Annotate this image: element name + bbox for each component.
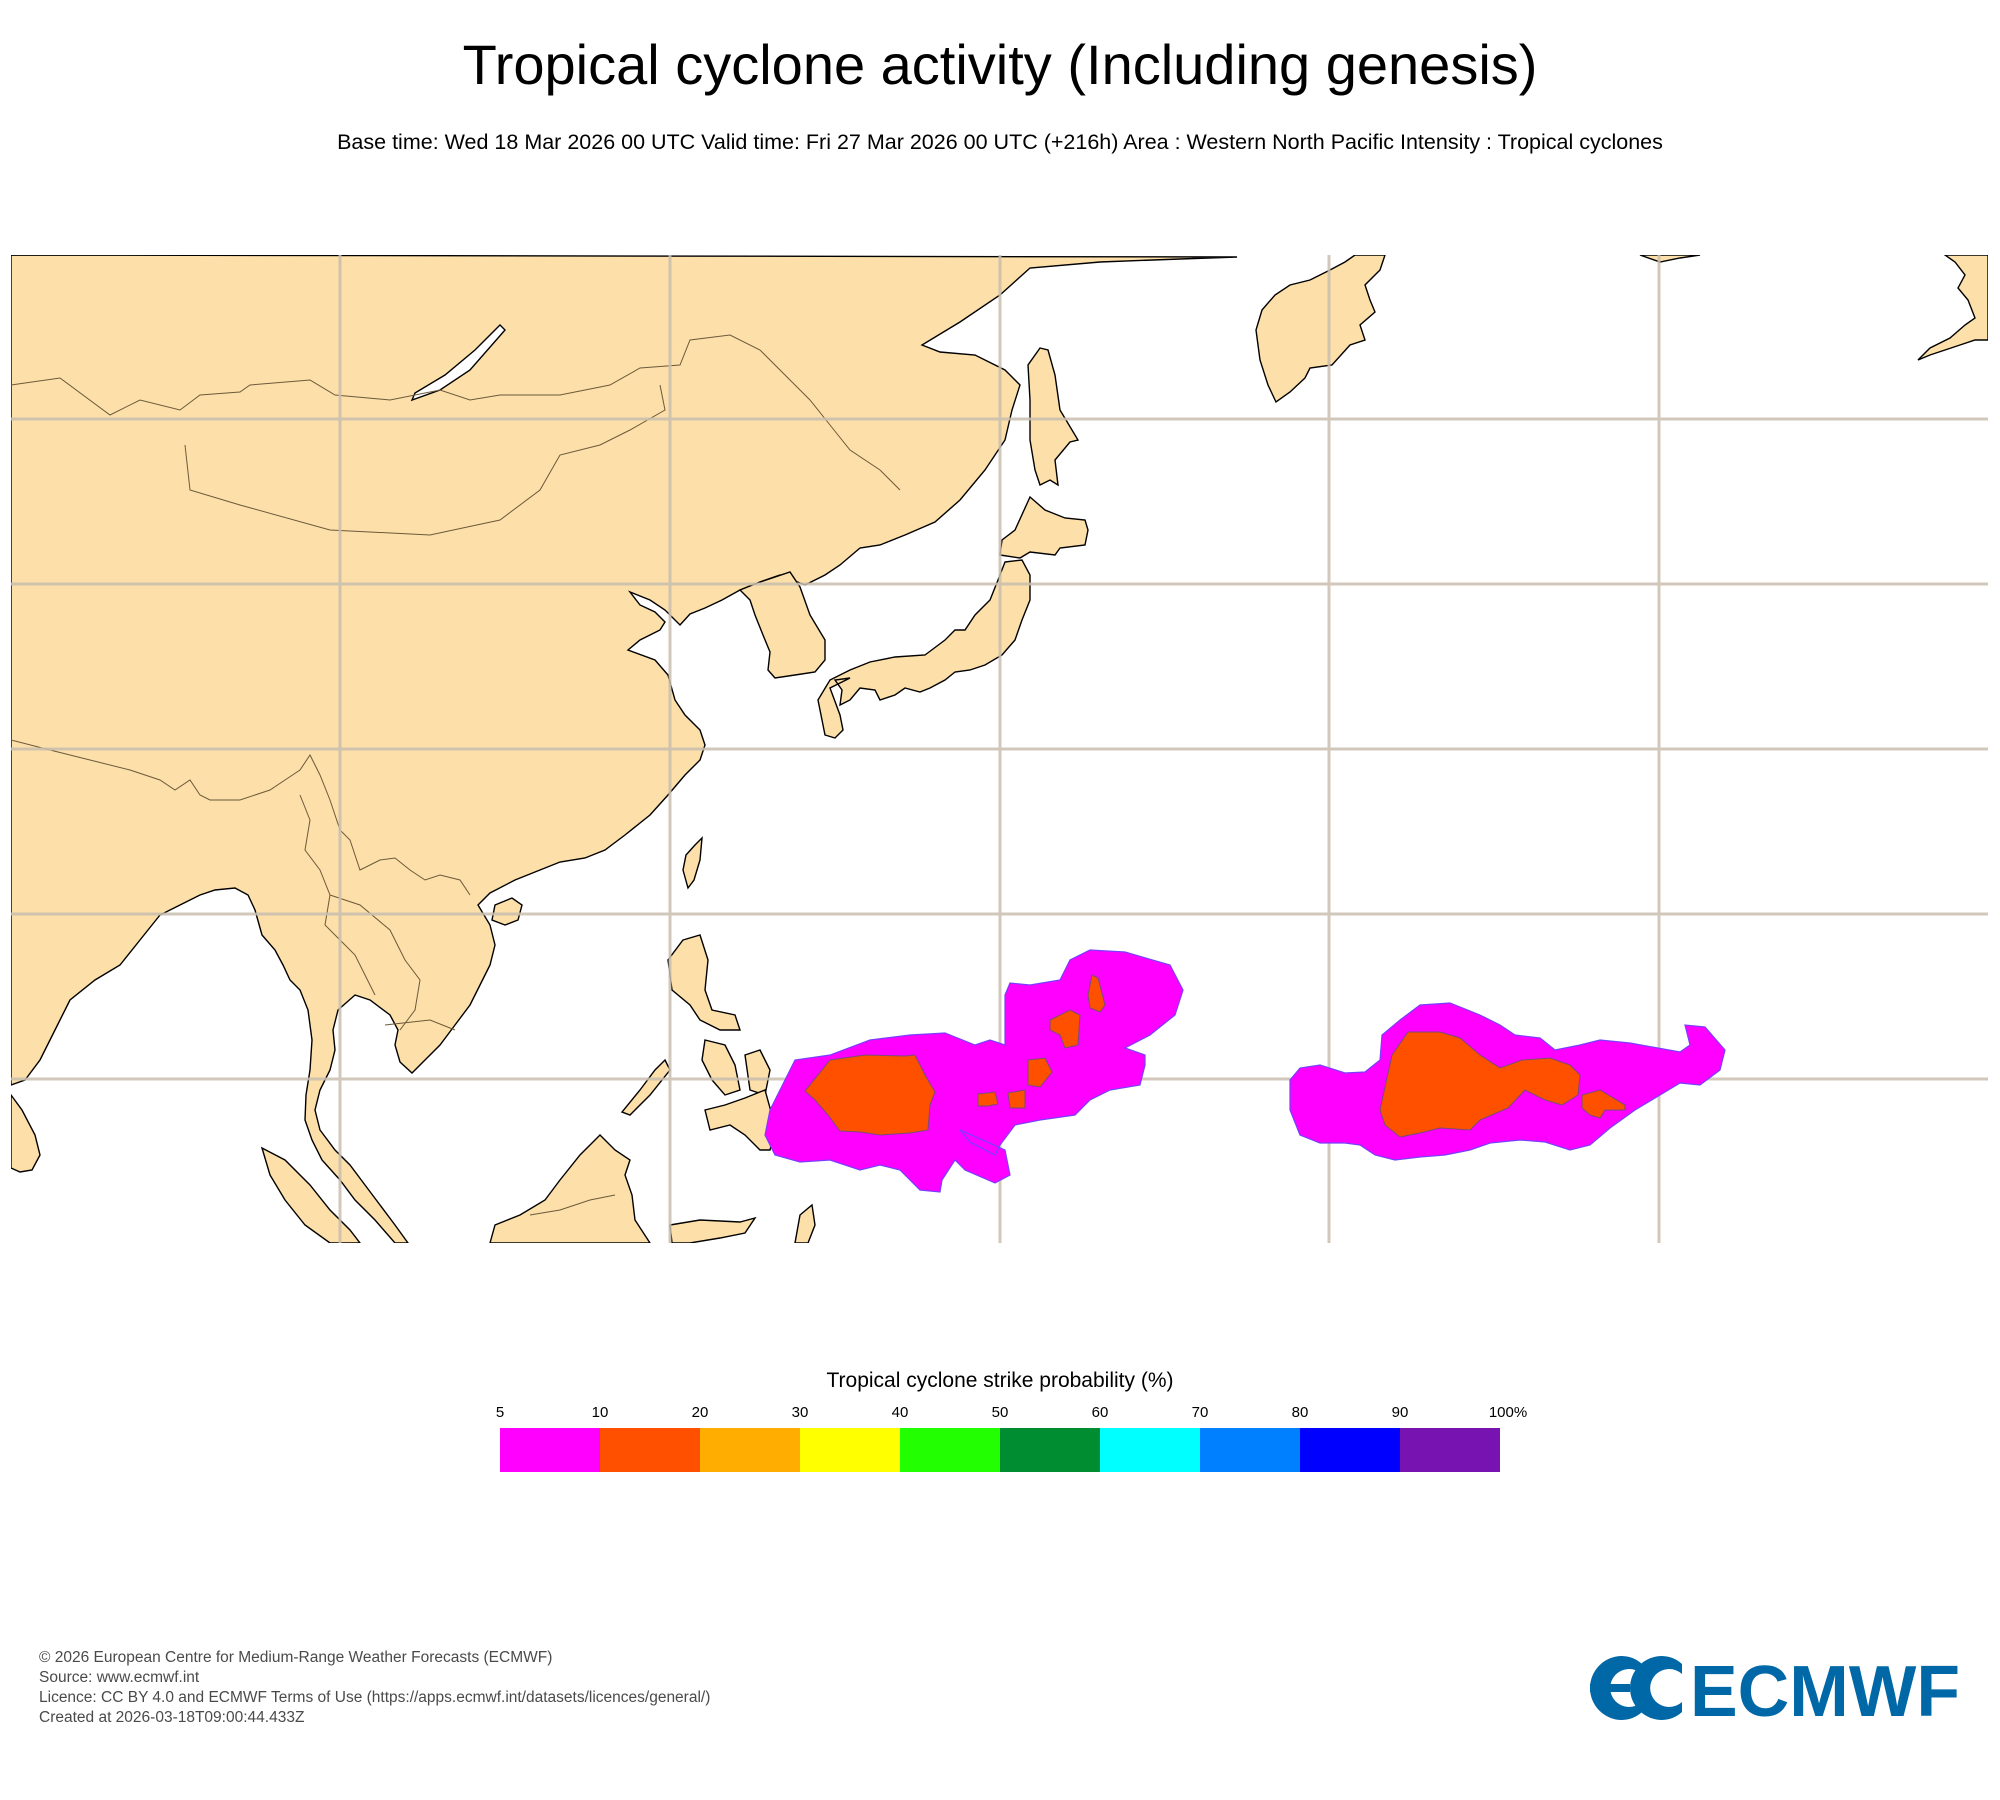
- prob-10-20-western-east1: [1027, 1057, 1053, 1088]
- legend-tick: 50: [991, 1404, 1009, 1421]
- land-palawan: [620, 1058, 671, 1116]
- legend-tick: 40: [891, 1404, 909, 1421]
- footer-credits: © 2026 European Centre for Medium-Range …: [39, 1648, 710, 1728]
- legend-tick: 100%: [1488, 1404, 1528, 1421]
- legend-swatch: [800, 1428, 900, 1472]
- legend-tick: 30: [791, 1404, 809, 1421]
- country-borders: [11, 334, 901, 1216]
- legend-tick: 80: [1291, 1404, 1309, 1421]
- prob-10-20-eastern-tail: [1581, 1089, 1626, 1119]
- prob-10-20-western-main: [804, 1054, 936, 1136]
- legend-swatch: [700, 1428, 800, 1472]
- graticule: [11, 255, 1988, 1243]
- legend-tick: 90: [1391, 1404, 1409, 1421]
- map-panel: [11, 255, 1988, 1243]
- chart-subtitle: Base time: Wed 18 Mar 2026 00 UTC Valid …: [337, 130, 1663, 154]
- land-taiwan: [682, 836, 703, 890]
- legend-swatch: [1100, 1428, 1200, 1472]
- ecmwf-logo: ECMWF: [1590, 1654, 1960, 1722]
- land-sri-lanka: [11, 1093, 41, 1173]
- land-luzon: [667, 934, 741, 1031]
- legend-tick: 60: [1091, 1404, 1109, 1421]
- ecmwf-logo-text: ECMWF: [1690, 1654, 1960, 1722]
- land-sulawesi: [669, 1216, 757, 1243]
- prob-10-20-western-north2: [1087, 974, 1106, 1013]
- lake-baikal: [410, 324, 506, 402]
- land-sakhalin: [1027, 347, 1080, 487]
- copyright-text: © 2026 European Centre for Medium-Range …: [39, 1649, 553, 1666]
- legend-swatch: [500, 1428, 600, 1472]
- legend-swatch: [1000, 1428, 1100, 1472]
- land-alaska: [1917, 255, 1988, 361]
- legend-swatch: [1300, 1428, 1400, 1472]
- legend-swatch: [1200, 1428, 1300, 1472]
- prob-10-20-eastern-main: [1379, 1031, 1581, 1138]
- chart-title: Tropical cyclone activity (Including gen…: [462, 33, 1538, 96]
- ecmwf-logo-mark-icon: [1590, 1656, 1682, 1720]
- legend-tick: 20: [691, 1404, 709, 1421]
- legend-tick: 10: [591, 1404, 609, 1421]
- land-visayas: [701, 1039, 771, 1096]
- land-halmahera: [794, 1203, 816, 1243]
- land-chukotka-edge: [1639, 255, 1701, 263]
- land-sumatra: [260, 1146, 361, 1243]
- prob-10-20-western-north1: [1049, 1009, 1081, 1049]
- land-korea: [738, 571, 826, 679]
- created-text: Created at 2026-03-18T09:00:44.433Z: [39, 1709, 305, 1726]
- legend-colorbar: [500, 1428, 1500, 1472]
- land-japan: [817, 559, 1031, 739]
- land-borneo: [489, 1134, 651, 1243]
- legend-title: Tropical cyclone strike probability (%): [826, 1369, 1174, 1392]
- land-hokkaido: [999, 495, 1089, 559]
- source-text: Source: www.ecmwf.int: [39, 1669, 200, 1686]
- legend-swatch: [600, 1428, 700, 1472]
- legend-swatch: [900, 1428, 1000, 1472]
- legend-swatch: [1400, 1428, 1500, 1472]
- land-hainan: [491, 897, 523, 926]
- legend-tick: 5: [495, 1404, 505, 1421]
- land-kamchatka: [1255, 255, 1386, 404]
- map-svg: [11, 255, 1988, 1243]
- prob-10-20-western-east2: [977, 1089, 1026, 1109]
- licence-text: Licence: CC BY 4.0 and ECMWF Terms of Us…: [39, 1689, 711, 1706]
- legend-tick: 70: [1191, 1404, 1209, 1421]
